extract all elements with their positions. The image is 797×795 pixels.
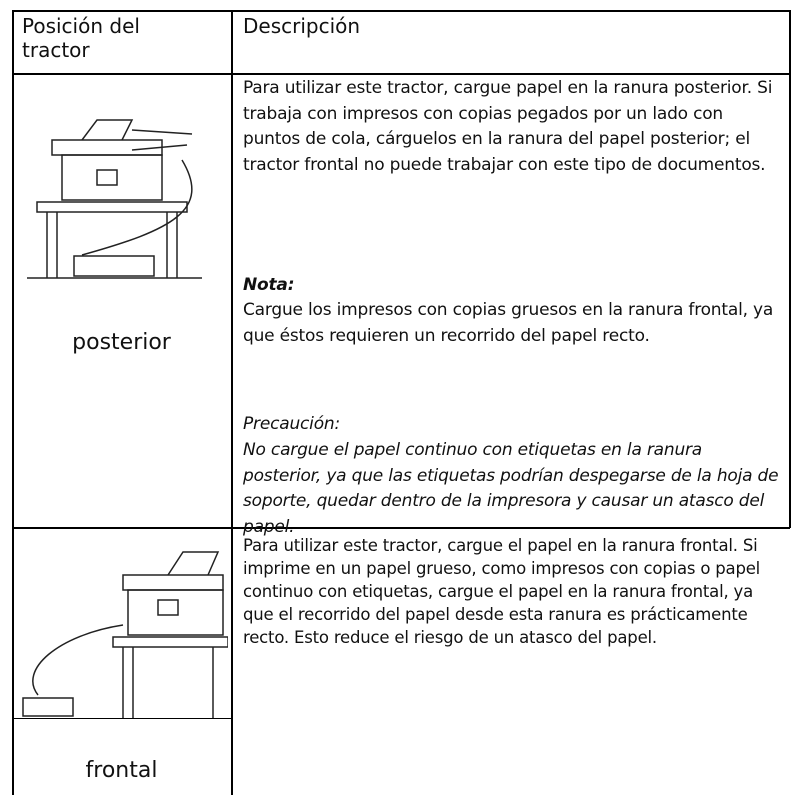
printer-rear-illustration xyxy=(27,119,202,279)
note-title: Nota: xyxy=(243,275,295,295)
caution-text: No cargue el papel continuo con etiqueta… xyxy=(243,440,779,537)
table-border xyxy=(231,10,233,795)
printer-front-illustration xyxy=(22,551,228,718)
table-border xyxy=(12,10,790,12)
note-text: Cargue los impresos con copias gruesos e… xyxy=(243,300,774,346)
cell-divider xyxy=(12,718,231,719)
position-label: frontal xyxy=(85,758,158,783)
description: Para utilizar este tractor, cargue papel… xyxy=(243,78,773,175)
table-border xyxy=(12,527,790,529)
table-border xyxy=(12,10,14,795)
caution-title: Precaución: xyxy=(243,414,341,434)
header-cell: Descripción xyxy=(243,14,361,38)
header-cell: Posición del tractor xyxy=(22,14,140,62)
table-border xyxy=(789,10,791,528)
table-border xyxy=(12,73,790,75)
description: Para utilizar este tractor, cargue el pa… xyxy=(243,536,761,647)
position-label: posterior xyxy=(72,330,171,355)
